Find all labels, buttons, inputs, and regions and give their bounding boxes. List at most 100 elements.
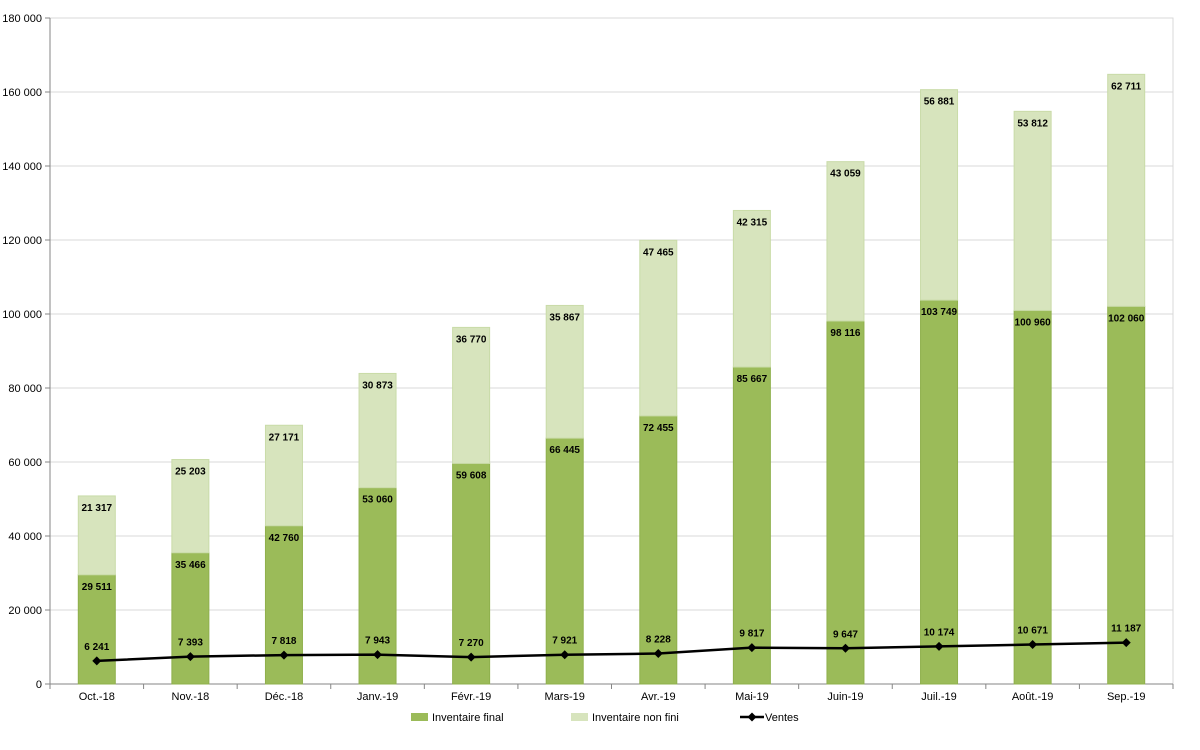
bar-inventaire-final[interactable] xyxy=(826,320,865,685)
ventes-point[interactable] xyxy=(560,650,570,660)
y-tick-label: 80 000 xyxy=(8,383,42,395)
ventes-point[interactable] xyxy=(747,643,757,653)
data-label-ventes: 9 647 xyxy=(833,629,858,640)
data-label-inventaire-final: 42 760 xyxy=(269,533,300,544)
y-tick-label: 0 xyxy=(36,679,42,691)
ventes-point[interactable] xyxy=(185,652,195,662)
data-label-inventaire-non-fini: 27 171 xyxy=(269,432,300,443)
bar-inventaire-non-fini[interactable] xyxy=(77,495,116,576)
x-tick-label: Oct.-18 xyxy=(79,691,115,703)
data-label-inventaire-final: 72 455 xyxy=(643,423,674,434)
data-label-inventaire-non-fini: 36 770 xyxy=(456,334,487,345)
data-label-ventes: 8 228 xyxy=(646,635,671,646)
data-label-inventaire-non-fini: 25 203 xyxy=(175,467,206,478)
data-label-inventaire-final: 100 960 xyxy=(1015,317,1052,328)
legend-inventaire-non-fini-swatch xyxy=(571,713,588,721)
ventes-point[interactable] xyxy=(279,650,289,660)
x-tick-label: Nov.-18 xyxy=(172,691,210,703)
legend-inventaire-final-swatch xyxy=(411,713,428,721)
y-tick-label: 140 000 xyxy=(2,161,42,173)
legend-ventes-marker xyxy=(747,712,757,722)
data-label-inventaire-non-fini: 21 317 xyxy=(81,503,112,514)
data-label-ventes: 10 174 xyxy=(924,627,955,638)
x-tick-label: Mai-19 xyxy=(735,691,769,703)
data-label-inventaire-final: 66 445 xyxy=(549,445,580,456)
bar-inventaire-non-fini[interactable] xyxy=(452,326,491,464)
data-label-inventaire-non-fini: 53 812 xyxy=(1017,118,1048,129)
data-label-inventaire-non-fini: 30 873 xyxy=(362,380,393,391)
bar-inventaire-non-fini[interactable] xyxy=(358,372,397,489)
data-label-inventaire-non-fini: 56 881 xyxy=(924,97,955,108)
bar-inventaire-final[interactable] xyxy=(639,415,678,685)
y-tick-label: 120 000 xyxy=(2,235,42,247)
bar-inventaire-non-fini[interactable] xyxy=(920,89,959,301)
bar-inventaire-final[interactable] xyxy=(1013,309,1052,685)
bar-inventaire-non-fini[interactable] xyxy=(732,209,771,368)
x-tick-label: Juin-19 xyxy=(827,691,863,703)
y-tick-label: 100 000 xyxy=(2,309,42,321)
data-label-inventaire-final: 85 667 xyxy=(737,374,768,385)
data-label-ventes: 7 393 xyxy=(178,638,203,649)
bar-inventaire-final[interactable] xyxy=(452,462,491,685)
bar-inventaire-final[interactable] xyxy=(171,552,210,685)
data-label-inventaire-non-fini: 43 059 xyxy=(830,169,861,180)
bar-inventaire-non-fini[interactable] xyxy=(639,239,678,417)
data-label-inventaire-non-fini: 62 711 xyxy=(1111,81,1141,92)
bar-inventaire-final[interactable] xyxy=(264,525,303,685)
bar-inventaire-final[interactable] xyxy=(920,299,959,685)
legend-ventes-label: Ventes xyxy=(765,712,799,724)
data-label-ventes: 10 671 xyxy=(1017,626,1048,637)
y-tick-label: 180 000 xyxy=(2,13,42,25)
data-label-ventes: 7 270 xyxy=(459,638,484,649)
bar-inventaire-non-fini[interactable] xyxy=(264,424,303,527)
y-tick-label: 20 000 xyxy=(8,605,42,617)
legend-inventaire-non-fini-label: Inventaire non fini xyxy=(592,712,679,724)
bar-inventaire-non-fini[interactable] xyxy=(1107,73,1146,307)
bar-inventaire-non-fini[interactable] xyxy=(1013,110,1052,311)
bar-inventaire-non-fini[interactable] xyxy=(171,459,210,554)
legend-inventaire-final-label: Inventaire final xyxy=(432,712,504,724)
data-label-inventaire-final: 98 116 xyxy=(830,328,860,339)
ventes-point[interactable] xyxy=(653,649,663,659)
y-tick-label: 160 000 xyxy=(2,87,42,99)
x-tick-label: Déc.-18 xyxy=(265,691,304,703)
bar-inventaire-final[interactable] xyxy=(545,437,584,685)
data-label-inventaire-final: 103 749 xyxy=(921,307,958,318)
x-tick-label: Janv.-19 xyxy=(357,691,398,703)
data-label-inventaire-non-fini: 42 315 xyxy=(737,217,768,228)
data-label-inventaire-final: 35 466 xyxy=(175,560,206,571)
data-label-ventes: 7 921 xyxy=(552,636,577,647)
bar-inventaire-final[interactable] xyxy=(732,366,771,685)
data-label-ventes: 11 187 xyxy=(1111,624,1141,635)
x-tick-label: Avr.-19 xyxy=(641,691,676,703)
bar-inventaire-non-fini[interactable] xyxy=(826,161,865,322)
ventes-point[interactable] xyxy=(373,650,383,660)
bar-inventaire-non-fini[interactable] xyxy=(545,304,584,439)
ventes-point[interactable] xyxy=(934,641,944,651)
data-label-ventes: 7 943 xyxy=(365,636,390,647)
data-label-inventaire-final: 59 608 xyxy=(456,470,487,481)
data-label-inventaire-final: 29 511 xyxy=(82,582,112,593)
ventes-point[interactable] xyxy=(1121,638,1131,648)
data-label-inventaire-final: 102 060 xyxy=(1108,313,1145,324)
x-tick-label: Août.-19 xyxy=(1012,691,1054,703)
data-label-inventaire-final: 53 060 xyxy=(362,495,393,506)
ventes-line xyxy=(96,641,1127,663)
data-label-ventes: 6 241 xyxy=(84,642,109,653)
y-tick-label: 60 000 xyxy=(8,457,42,469)
ventes-point[interactable] xyxy=(466,652,476,662)
x-tick-label: Juil.-19 xyxy=(921,691,956,703)
x-tick-label: Févr.-19 xyxy=(451,691,491,703)
data-label-inventaire-non-fini: 47 465 xyxy=(643,247,674,258)
data-label-ventes: 7 818 xyxy=(271,636,296,647)
ventes-point[interactable] xyxy=(92,656,102,666)
data-label-ventes: 9 817 xyxy=(739,629,764,640)
plot-area xyxy=(49,17,1174,685)
x-tick-label: Sep.-19 xyxy=(1107,691,1146,703)
ventes-point[interactable] xyxy=(840,643,850,653)
y-tick-label: 40 000 xyxy=(8,531,42,543)
ventes-point[interactable] xyxy=(1028,640,1038,650)
x-tick-label: Mars-19 xyxy=(545,691,585,703)
